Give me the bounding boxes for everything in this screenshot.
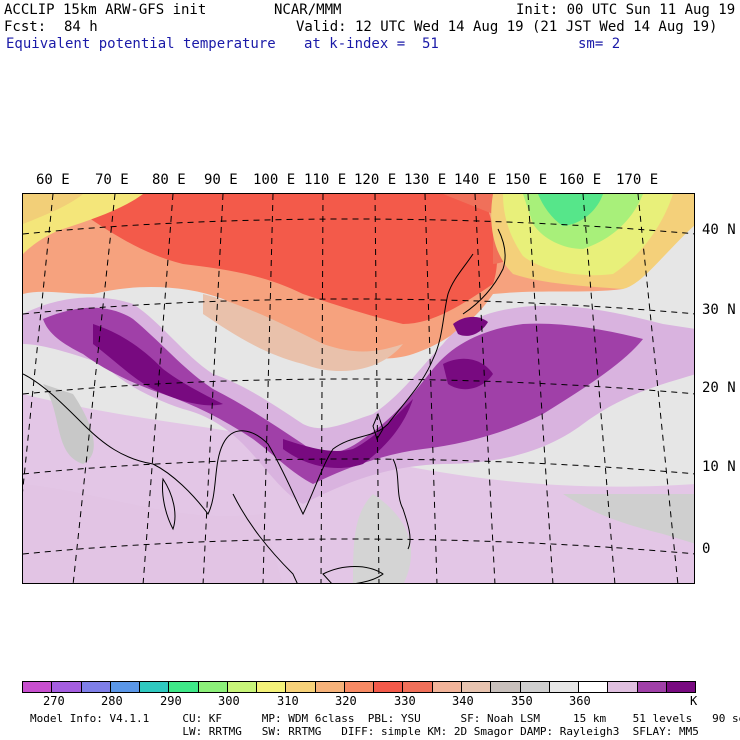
model-info-line-1: Model Info: V4.1.1 CU: KF MP: WDM 6class… xyxy=(30,712,740,725)
colorbar-swatch xyxy=(579,682,609,692)
colorbar-tick-label: 320 xyxy=(335,694,357,708)
lon-label: 150 E xyxy=(505,172,548,188)
valid-time: Valid: 12 UTC Wed 14 Aug 19 (21 JST Wed … xyxy=(296,19,718,35)
region-green-ne xyxy=(538,194,603,226)
lon-label: 70 E xyxy=(95,172,129,188)
colorbar-swatch xyxy=(140,682,170,692)
parallel-line xyxy=(23,298,694,315)
smoothing-label: sm= 2 xyxy=(578,36,621,52)
lon-label: 90 E xyxy=(204,172,238,188)
region-tan xyxy=(203,294,403,372)
coastlines xyxy=(23,228,506,583)
colorbar-tick-label: 280 xyxy=(101,694,123,708)
colorbar-swatch xyxy=(198,682,228,692)
colorbar-unit: K xyxy=(690,694,698,708)
parallel-line xyxy=(23,538,694,555)
model-info-line-2: LW: RRTMG SW: RRTMG DIFF: simple KM: 2D … xyxy=(30,725,699,738)
colorbar-swatch xyxy=(403,682,433,692)
colorbar-swatch xyxy=(227,682,258,692)
parallel-line xyxy=(23,218,694,235)
colorbar-tick-label: 290 xyxy=(160,694,182,708)
model-title: ACCLIP 15km ARW-GFS init xyxy=(4,2,207,18)
colorbar xyxy=(22,681,696,693)
colorbar-swatch xyxy=(432,682,462,692)
colorbar-swatch xyxy=(666,682,696,692)
lat-label: 30 N xyxy=(702,302,736,318)
colorbar-swatch xyxy=(637,682,667,692)
colorbar-swatch xyxy=(374,682,404,692)
colorbar-swatch xyxy=(315,682,345,692)
coastline-philippines xyxy=(392,458,411,550)
lon-label: 130 E xyxy=(404,172,447,188)
colorbar-tick-label: 300 xyxy=(218,694,240,708)
field-name: Equivalent potential temperature xyxy=(6,36,276,52)
colorbar-swatch xyxy=(344,682,375,692)
colorbar-tick-label: 310 xyxy=(277,694,299,708)
forecast-hours: 84 h xyxy=(64,19,98,35)
forecast-label: Fcst: xyxy=(4,19,47,35)
colorbar-swatch xyxy=(286,682,316,692)
lon-label: 60 E xyxy=(36,172,70,188)
lon-label: 100 E xyxy=(253,172,296,188)
center-label: NCAR/MMM xyxy=(274,2,342,18)
region-gray-patch xyxy=(43,384,94,464)
lon-label: 80 E xyxy=(152,172,186,188)
lat-label: 0 xyxy=(702,541,711,557)
level-label: at k-index = 51 xyxy=(304,36,439,52)
colorbar-tick-label: 330 xyxy=(394,694,416,708)
lon-label: 170 E xyxy=(616,172,659,188)
colorbar-swatch xyxy=(461,682,492,692)
init-time: Init: 00 UTC Sun 11 Aug 19 xyxy=(516,2,736,18)
parallel-line xyxy=(23,378,694,395)
colorbar-swatch xyxy=(52,682,82,692)
colorbar-swatch xyxy=(491,682,521,692)
lat-label: 10 N xyxy=(702,459,736,475)
parallel-line xyxy=(23,458,694,475)
colorbar-swatch xyxy=(110,682,141,692)
lon-label: 120 E xyxy=(354,172,397,188)
colorbar-tick-label: 360 xyxy=(569,694,591,708)
graticule xyxy=(23,194,694,583)
coastline-taiwan xyxy=(372,412,384,441)
coastline-malay xyxy=(232,493,298,583)
region-darkpurple-india xyxy=(93,324,223,406)
colorbar-tick-label: 270 xyxy=(43,694,65,708)
lon-label: 110 E xyxy=(304,172,347,188)
region-darkpurple-west-pacific xyxy=(443,358,493,390)
lon-label: 140 E xyxy=(454,172,497,188)
coastline-sri-lanka xyxy=(162,477,176,531)
theta-e-map xyxy=(22,193,695,584)
colorbar-swatch xyxy=(520,682,550,692)
colorbar-swatch xyxy=(23,682,53,692)
region-red-core xyxy=(83,194,498,324)
colorbar-swatch xyxy=(81,682,111,692)
colorbar-tick-label: 350 xyxy=(511,694,533,708)
lat-label: 40 N xyxy=(702,222,736,238)
coastline-mainland xyxy=(23,253,474,516)
colorbar-swatch xyxy=(549,682,580,692)
region-gray-patch xyxy=(353,494,412,583)
region-gray-patch xyxy=(563,494,694,544)
coastline-japan xyxy=(462,228,506,315)
region-purple-plume xyxy=(43,307,643,484)
lon-label: 160 E xyxy=(559,172,602,188)
lat-label: 20 N xyxy=(702,380,736,396)
region-lavender-sw xyxy=(23,484,283,583)
colorbar-swatch xyxy=(257,682,287,692)
coastline-borneo xyxy=(322,566,384,583)
colorbar-swatch xyxy=(169,682,199,692)
region-darkpurple-scs xyxy=(283,399,413,469)
region-orange-nw xyxy=(23,194,83,224)
map-field-svg xyxy=(23,194,694,583)
colorbar-tick-label: 340 xyxy=(452,694,474,708)
colorbar-swatch xyxy=(608,682,638,692)
region-darkpurple-japan xyxy=(453,316,488,336)
